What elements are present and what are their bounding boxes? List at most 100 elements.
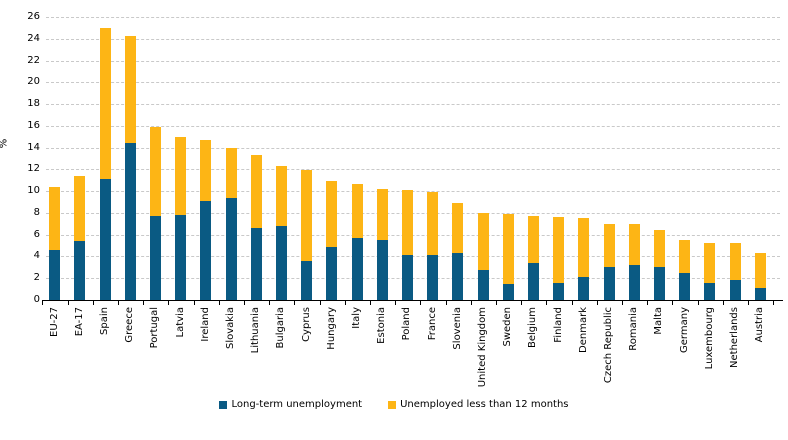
x-axis-tick (596, 301, 598, 305)
bar-segment-less-12-months (74, 175, 86, 242)
x-axis-label: Denmark (577, 307, 589, 353)
bar-segment-long-term (578, 277, 590, 300)
bar-segment-long-term (49, 249, 61, 300)
bar-segment-long-term (124, 143, 136, 300)
bar-segment-less-12-months (351, 183, 363, 238)
x-axis-tick (294, 301, 296, 305)
x-axis-tick (571, 301, 573, 305)
bar-segment-long-term (301, 260, 313, 300)
x-axis-tick (496, 301, 497, 305)
bar-segment-less-12-months (553, 217, 565, 283)
bar-segment-less-12-months (225, 147, 237, 198)
gridline (46, 38, 780, 40)
bar-segment-less-12-months (175, 136, 187, 216)
bar-segment-less-12-months (250, 155, 262, 229)
bar-segment-long-term (250, 228, 262, 300)
x-axis-label: United Kingdom (477, 307, 488, 388)
y-axis-tick-label: 4 (33, 250, 40, 262)
bar-segment-long-term (326, 246, 338, 300)
bar-segment-less-12-months (275, 166, 287, 226)
x-axis-line (42, 300, 783, 301)
bar-segment-long-term (679, 272, 691, 300)
x-axis-label: Slovenia (451, 307, 463, 350)
legend-swatch-less-12-months-icon (388, 400, 397, 409)
x-axis-label: Sweden (502, 307, 514, 347)
bar-segment-long-term (225, 197, 237, 300)
x-axis-tick (445, 301, 447, 305)
x-axis-label: Poland (401, 307, 413, 341)
bar-segment-less-12-months (200, 139, 212, 201)
legend-label-long-term: Long-term unemployment (231, 399, 363, 410)
x-axis-label: Ireland (199, 307, 211, 342)
y-axis-tick-label: 26 (27, 11, 40, 22)
bar-segment-less-12-months (754, 253, 766, 289)
gridline (46, 147, 780, 149)
bar-segment-long-term (427, 255, 439, 300)
gridline (46, 104, 780, 106)
bar-segment-less-12-months (628, 223, 640, 266)
x-axis-tick (143, 301, 145, 305)
x-axis-label: Germany (678, 307, 690, 353)
x-axis-tick (118, 301, 119, 305)
gridline (46, 82, 780, 84)
y-axis-tick-label: 6 (33, 228, 40, 240)
bar-segment-long-term (502, 283, 514, 300)
x-axis-tick (773, 301, 775, 305)
x-axis-tick (218, 301, 220, 305)
bar-segment-long-term (200, 200, 212, 300)
gridline (46, 17, 780, 18)
bar-segment-less-12-months (401, 190, 413, 256)
x-axis-tick (647, 301, 649, 305)
y-axis-tick-label: 12 (27, 163, 40, 175)
x-axis-label: Portugal (149, 307, 161, 349)
bar-segment-long-term (376, 240, 388, 300)
x-axis-label: Romania (628, 307, 640, 351)
bar-segment-long-term (653, 267, 665, 300)
x-axis-tick (546, 301, 548, 305)
y-axis-tick-label: 24 (27, 32, 40, 44)
x-axis-tick (344, 301, 346, 305)
bar-segment-long-term (351, 237, 363, 300)
x-axis-label: Netherlands (729, 307, 740, 368)
x-axis-tick (193, 301, 195, 305)
legend-item-long-term: Long-term unemployment (219, 399, 362, 410)
bar-segment-long-term (603, 267, 615, 300)
x-axis-label: Malta (653, 307, 665, 335)
bar-segment-less-12-months (679, 240, 691, 273)
x-axis-label: Greece (124, 307, 136, 343)
legend-item-less-12-months: Unemployed less than 12 months (388, 399, 569, 410)
x-axis-label: Bulgaria (275, 307, 287, 349)
x-axis-tick (168, 301, 170, 305)
x-axis-label: Estonia (376, 307, 388, 344)
x-axis-label: Latvia (174, 307, 186, 338)
bar-segment-less-12-months (578, 218, 590, 278)
y-axis-tick-label: 8 (33, 206, 40, 218)
x-axis-label: EA-17 (73, 307, 85, 337)
x-axis-label: Luxembourg (703, 307, 715, 370)
x-axis-tick (672, 301, 674, 305)
bar-segment-long-term (175, 215, 187, 300)
gridline (46, 234, 780, 236)
x-axis-tick (470, 301, 472, 305)
y-axis-tick-label: 0 (33, 294, 40, 305)
y-axis-tick-label: 10 (27, 185, 40, 197)
bar-segment-less-12-months (603, 223, 615, 268)
bar-segment-less-12-months (49, 186, 61, 250)
bar-segment-long-term (477, 269, 489, 300)
bar-segment-long-term (99, 179, 111, 300)
bar-segment-less-12-months (326, 181, 338, 247)
bar-segment-long-term (527, 262, 539, 300)
legend: Long-term unemployment Unemployed less t… (0, 399, 788, 410)
gridline (46, 191, 780, 193)
y-axis-tick-label: 2 (33, 272, 40, 284)
x-axis-tick (244, 301, 245, 305)
x-axis-label: Slovakia (225, 307, 236, 349)
legend-label-less-12-months: Unemployed less than 12 months (400, 399, 569, 410)
bar-segment-less-12-months (301, 170, 313, 261)
bar-segment-long-term (452, 253, 464, 300)
x-axis-label: Cyprus (300, 307, 312, 342)
x-axis-label: Belgium (527, 307, 539, 348)
x-axis-label: Czech Republic (603, 307, 614, 384)
y-axis-tick-label: 22 (27, 54, 40, 66)
